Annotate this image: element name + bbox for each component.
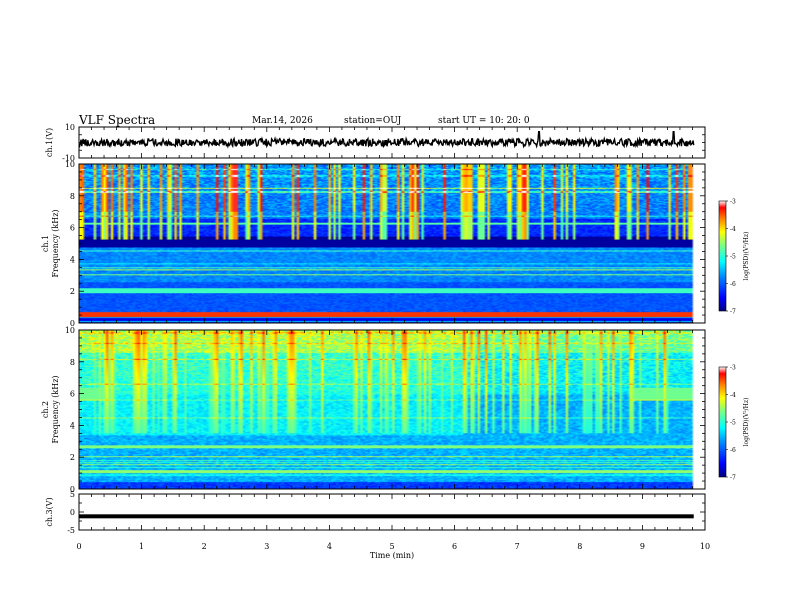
ch1-spectrogram-ylabel-line1: ch.1 <box>41 235 50 252</box>
header-station: station=OUJ <box>344 116 402 126</box>
ch2-spectrogram-colorbar-tick-label: -5 <box>730 420 736 427</box>
ch1-waveform-trace <box>78 130 695 149</box>
ch1-spectrogram-colorbar-label: log(PSD)(V²/Hz) <box>743 232 750 281</box>
ch1-spectrogram-ytick-label: 4 <box>70 255 75 264</box>
xtick-label: 9 <box>640 542 645 551</box>
ch1-spectrogram-colorbar-tick-label: -5 <box>730 254 736 261</box>
header-start-time: start UT = 10: 20: 0 <box>438 116 530 126</box>
ch3-waveform-frame <box>78 493 706 531</box>
ch1-spectrogram-colorbar-tick-label: -7 <box>730 309 736 316</box>
ch1-waveform-ylabel: ch.1(V) <box>45 128 54 157</box>
xtick-label: 4 <box>327 542 332 551</box>
xtick-label: 0 <box>76 542 81 551</box>
ch1-spectrogram-image <box>79 164 705 323</box>
ch1-spectrogram-ytick-label: 2 <box>70 287 75 296</box>
ch2-spectrogram-ytick-label: 8 <box>70 358 75 367</box>
ch1-spectrogram-ytick-label: 8 <box>70 192 75 201</box>
ch2-spectrogram-ylabel-line1: ch.2 <box>41 401 50 418</box>
ch2-spectrogram-colorbar-label: log(PSD)(V²/Hz) <box>743 398 750 447</box>
xtick-label: 8 <box>577 542 582 551</box>
ch3-waveform-ytick-label: 5 <box>70 490 75 499</box>
ch3-waveform-ytick-label: -5 <box>67 526 75 535</box>
ch2-spectrogram-ytick-label: 4 <box>70 421 75 430</box>
xtick-label: 2 <box>202 542 207 551</box>
ch1-spectrogram-colorbar-tick-label: -4 <box>730 226 736 233</box>
xtick-label: 1 <box>139 542 144 551</box>
ch3-waveform-ytick-label: 0 <box>70 508 75 517</box>
ch1-waveform-ytick-label: -10 <box>62 154 75 163</box>
ch3-waveform-ylabel: ch.3(V) <box>45 497 54 526</box>
x-axis-label: Time (min) <box>370 551 414 560</box>
header-date: Mar.14, 2026 <box>252 116 313 126</box>
ch2-spectrogram-ytick-label: 6 <box>70 390 75 399</box>
xtick-label: 3 <box>264 542 269 551</box>
ch2-spectrogram-colorbar-tick-label: -6 <box>730 447 736 454</box>
ch2-spectrogram-colorbar-tick-label: -4 <box>730 392 736 399</box>
xtick-label: 10 <box>700 542 710 551</box>
ch1-spectrogram-colorbar-tick-label: -6 <box>730 281 736 288</box>
ch1-spectrogram-colorbar-tick-label: -3 <box>730 199 736 206</box>
ch2-spectrogram-colorbar-tick-label: -7 <box>730 475 736 482</box>
xtick-label: 7 <box>515 542 520 551</box>
ch2-spectrogram-ytick-label: 10 <box>65 326 75 335</box>
chart-title: VLF Spectra <box>79 113 156 127</box>
ch3-waveform-trace <box>79 514 694 519</box>
ch2-spectrogram-ylabel-line2: Frequency (kHz) <box>51 375 60 443</box>
ch2-spectrogram-ytick-label: 0 <box>70 485 75 494</box>
ch2-spectrogram-colorbar-tick-label: -3 <box>730 365 736 372</box>
ch2-spectrogram-image <box>79 330 705 489</box>
ch2-spectrogram-ytick-label: 2 <box>70 453 75 462</box>
ch1-waveform-ytick-label: 10 <box>65 123 75 132</box>
ch1-spectrogram-ytick-label: 6 <box>70 224 75 233</box>
xtick-label: 6 <box>452 542 457 551</box>
ch1-spectrogram-ytick-label: 0 <box>70 319 75 328</box>
ch1-spectrogram-colorbar <box>718 200 727 312</box>
ch1-spectrogram-ytick-label: 10 <box>65 160 75 169</box>
ch1-spectrogram-ylabel-line2: Frequency (kHz) <box>51 209 60 277</box>
ch2-spectrogram-colorbar <box>718 366 727 478</box>
xtick-label: 5 <box>389 542 394 551</box>
